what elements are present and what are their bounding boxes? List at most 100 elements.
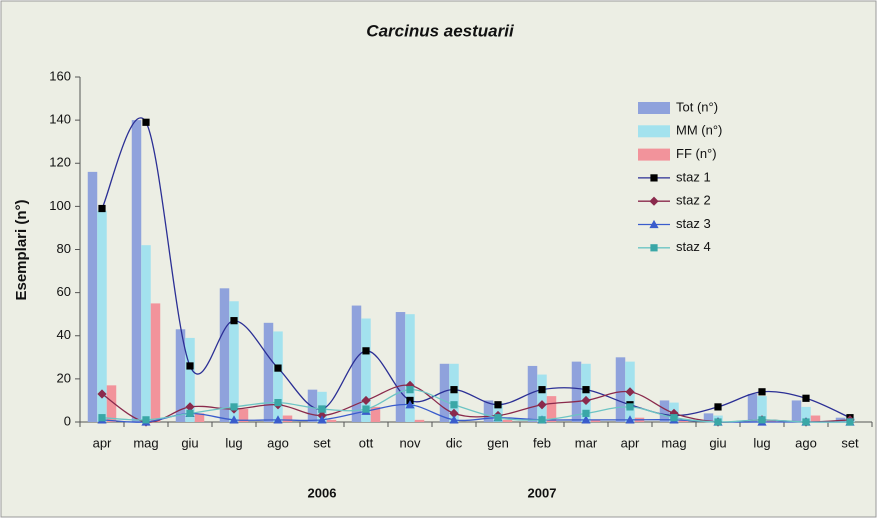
y-tick-label: 120 bbox=[49, 155, 71, 170]
bar bbox=[229, 301, 239, 422]
marker bbox=[230, 403, 238, 411]
marker bbox=[274, 364, 282, 372]
marker bbox=[230, 317, 238, 325]
bar bbox=[141, 245, 151, 422]
bar bbox=[273, 331, 283, 422]
legend-item: Tot (n°) bbox=[638, 99, 718, 114]
legend-label: staz 4 bbox=[676, 239, 711, 254]
marker bbox=[846, 418, 854, 426]
x-tick-label: nov bbox=[400, 435, 421, 450]
marker bbox=[581, 415, 591, 424]
marker bbox=[98, 204, 106, 213]
chart-title: Carcinus aestuarii bbox=[366, 21, 515, 40]
legend-item: staz 1 bbox=[638, 169, 711, 184]
bar bbox=[546, 396, 557, 422]
legend-label: Tot (n°) bbox=[676, 99, 718, 114]
marker bbox=[582, 409, 590, 417]
marker bbox=[361, 395, 371, 406]
bar bbox=[106, 385, 117, 422]
y-tick-label: 0 bbox=[64, 413, 71, 428]
marker bbox=[185, 402, 195, 412]
marker bbox=[670, 414, 678, 422]
x-tick-label: feb bbox=[533, 435, 551, 450]
bar bbox=[571, 361, 582, 422]
marker bbox=[538, 416, 546, 424]
marker bbox=[450, 386, 458, 394]
bar bbox=[97, 210, 107, 422]
marker bbox=[142, 416, 150, 424]
marker bbox=[449, 408, 459, 418]
marker bbox=[494, 401, 502, 409]
marker bbox=[758, 416, 766, 424]
bar bbox=[537, 374, 547, 422]
marker bbox=[186, 409, 194, 417]
x-tick-label: gen bbox=[487, 435, 509, 450]
marker bbox=[406, 386, 414, 394]
bar bbox=[185, 337, 195, 422]
marker bbox=[582, 386, 590, 394]
bar bbox=[361, 318, 371, 422]
bar bbox=[219, 288, 230, 422]
marker bbox=[538, 386, 546, 394]
marker bbox=[625, 387, 635, 397]
x-tick-label: apr bbox=[621, 435, 640, 450]
legend-label: MM (n°) bbox=[676, 123, 722, 138]
legend-swatch bbox=[638, 125, 670, 138]
bar bbox=[326, 419, 337, 422]
bar bbox=[395, 312, 406, 422]
marker bbox=[273, 415, 283, 424]
marker bbox=[97, 389, 107, 399]
marker bbox=[714, 403, 722, 411]
x-tick-label: mar bbox=[575, 435, 598, 450]
marker bbox=[449, 415, 459, 424]
x-tick-label: apr bbox=[93, 435, 112, 450]
legend-label: staz 2 bbox=[676, 193, 711, 208]
marker bbox=[802, 418, 810, 426]
legend-item: staz 4 bbox=[638, 239, 711, 254]
x-tick-label: dic bbox=[446, 435, 463, 450]
bar bbox=[351, 305, 362, 422]
x-tick-label: set bbox=[313, 435, 331, 450]
marker bbox=[450, 401, 458, 409]
marker bbox=[649, 219, 659, 229]
bar bbox=[791, 400, 802, 422]
bar bbox=[282, 415, 293, 422]
y-tick-label: 100 bbox=[49, 198, 71, 213]
marker bbox=[142, 118, 150, 126]
legend-item: staz 3 bbox=[638, 216, 711, 231]
marker bbox=[186, 362, 194, 370]
marker bbox=[714, 418, 722, 426]
legend-item: FF (n°) bbox=[638, 146, 717, 161]
marker bbox=[274, 398, 282, 407]
marker bbox=[98, 414, 106, 422]
marker bbox=[626, 403, 634, 411]
bar bbox=[527, 365, 538, 422]
y-tick-label: 140 bbox=[49, 112, 71, 127]
bar bbox=[131, 120, 142, 422]
marker bbox=[625, 415, 635, 424]
y-tick-label: 160 bbox=[49, 68, 71, 83]
legend-item: MM (n°) bbox=[638, 123, 722, 138]
line bbox=[101, 389, 851, 423]
bar bbox=[766, 419, 777, 422]
marker bbox=[229, 415, 239, 424]
y-tick-label: 60 bbox=[57, 284, 71, 299]
bar bbox=[87, 171, 98, 422]
marker bbox=[650, 244, 658, 252]
x-tick-label: ott bbox=[359, 435, 374, 450]
bar bbox=[150, 303, 161, 422]
bar bbox=[502, 419, 513, 422]
y-tick-label: 40 bbox=[57, 327, 71, 342]
bar bbox=[757, 396, 767, 422]
bar bbox=[801, 406, 811, 422]
bar bbox=[590, 419, 601, 422]
x-tick-label: set bbox=[841, 435, 859, 450]
y-tick-label: 20 bbox=[57, 370, 71, 385]
marker bbox=[650, 174, 658, 182]
marker bbox=[494, 414, 502, 422]
legend-label: FF (n°) bbox=[676, 146, 717, 161]
bar bbox=[194, 413, 205, 422]
bar bbox=[703, 413, 714, 422]
marker bbox=[362, 347, 370, 355]
